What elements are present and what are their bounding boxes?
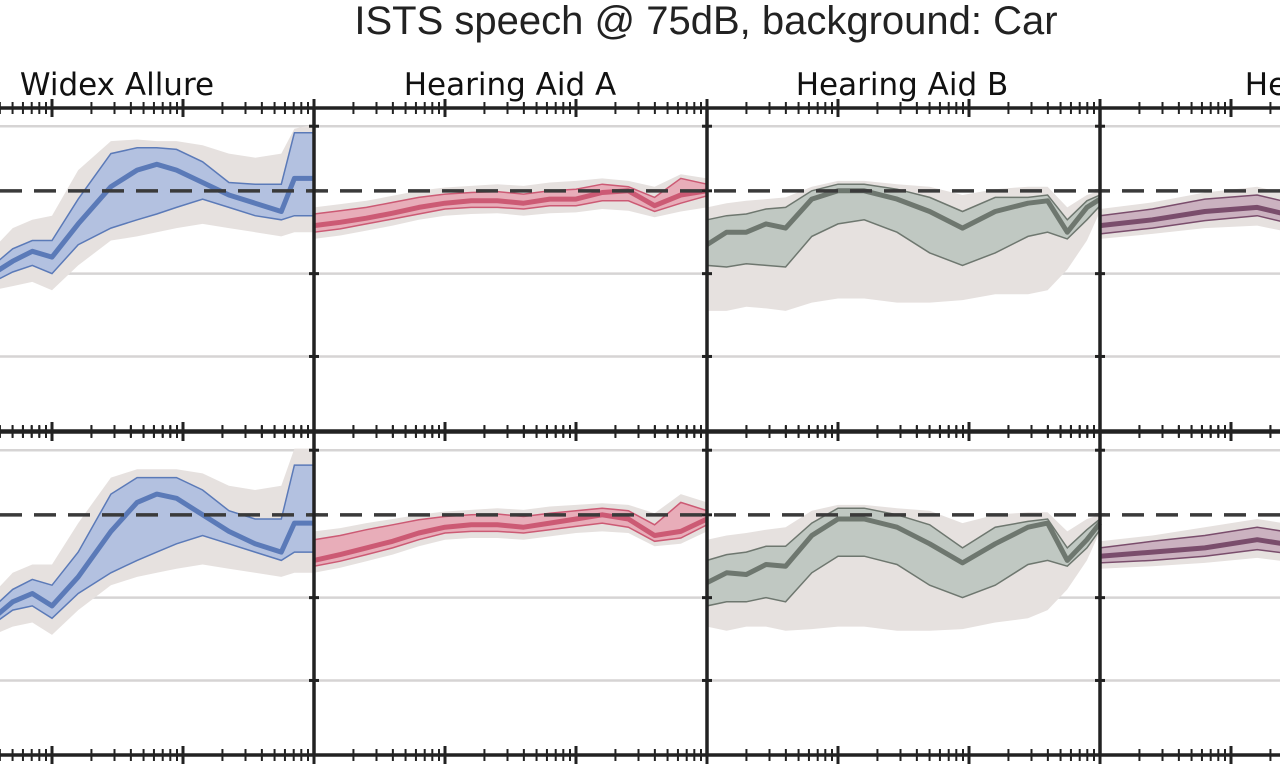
panel-2 xyxy=(309,99,708,440)
panel-title: Hearing Aid B xyxy=(796,67,1009,103)
panel-titles: Widex Allure Hearing Aid A Hearing Aid B He… xyxy=(20,67,1280,103)
chart-title: ISTS speech @ 75dB, background: Car xyxy=(354,0,1057,43)
panel-3 xyxy=(702,99,1102,440)
mean-line xyxy=(1099,204,1280,229)
mean-line xyxy=(313,188,708,229)
panel-title: Widex Allure xyxy=(20,67,214,103)
mean-line xyxy=(705,188,1102,247)
panel-1 xyxy=(0,99,315,440)
panel-title: Hearin xyxy=(1245,67,1280,103)
panel-1 xyxy=(0,423,315,764)
panel-4 xyxy=(1095,99,1280,440)
panel-2 xyxy=(309,423,709,764)
panel-3 xyxy=(702,423,1102,764)
mean-line xyxy=(705,516,1102,585)
mean-line xyxy=(313,512,709,563)
plot-area xyxy=(0,99,1280,764)
panel-title: Hearing Aid A xyxy=(404,67,616,103)
mean-line xyxy=(0,161,314,273)
panel-4 xyxy=(1095,423,1280,764)
mean-line xyxy=(0,491,314,616)
mean-line xyxy=(1099,537,1280,559)
